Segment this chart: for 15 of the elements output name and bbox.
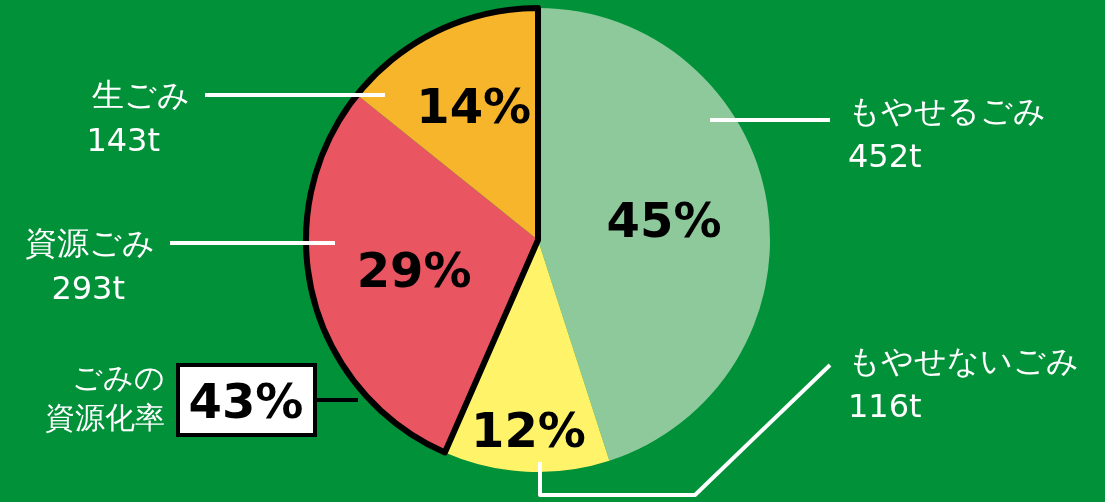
slice-label: もやせるごみ xyxy=(848,92,1046,130)
slice-label: もやせないごみ xyxy=(848,342,1079,380)
text: 14% xyxy=(416,78,532,135)
data-label: 293t xyxy=(51,269,125,307)
text: 29% xyxy=(356,242,472,299)
text: 資源化率 xyxy=(45,400,165,435)
data-label: 452t xyxy=(848,137,922,175)
text: 43% xyxy=(188,373,304,429)
slice-label: 生ごみ xyxy=(92,76,190,114)
slice-label: 資源ごみ xyxy=(25,224,155,262)
data-label: 143t xyxy=(86,121,160,159)
text: 45% xyxy=(606,192,722,249)
text: ごみの xyxy=(72,360,165,395)
data-label: 116t xyxy=(848,387,922,425)
text: 12% xyxy=(471,402,586,458)
